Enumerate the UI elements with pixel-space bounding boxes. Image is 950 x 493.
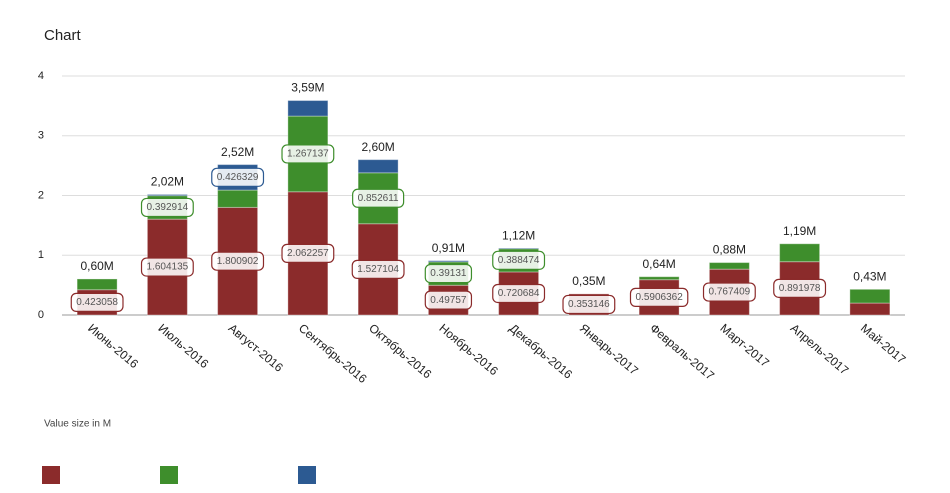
y-tick-label: 1 (38, 249, 44, 261)
value-label-text: 0.852611 (358, 193, 399, 204)
total-label: 3,59M (291, 81, 324, 95)
value-label-text: 0.426329 (217, 172, 259, 183)
total-label: 0,35M (572, 274, 605, 288)
x-tick-label: Декабрь-2016 (507, 321, 576, 382)
chart-title: Chart (44, 27, 82, 44)
bar-segment (708, 262, 750, 270)
value-label: 0.891978 (773, 278, 827, 298)
x-tick-label: Апрель-2017 (788, 321, 852, 378)
x-tick-label: Июль-2016 (155, 321, 211, 371)
value-label-box (70, 292, 124, 312)
x-tick-label: Ноябрь-2016 (436, 321, 501, 378)
total-label: 1,12M (502, 228, 535, 242)
value-label-box (281, 144, 335, 164)
value-label-text: 0.388474 (498, 255, 540, 266)
x-tick-label: Октябрь-2016 (366, 321, 434, 382)
bar-segment (779, 243, 821, 263)
y-tick-label: 3 (38, 130, 44, 142)
note: Value size in M (44, 419, 111, 430)
value-label-box (140, 257, 194, 277)
value-label-text: 1.604135 (147, 262, 189, 273)
y-tick-label: 4 (38, 70, 44, 82)
value-label-text: 0.353146 (568, 299, 610, 310)
value-label: 0.392914 (140, 197, 194, 218)
legend-swatch (298, 466, 316, 484)
value-label-box (424, 290, 473, 310)
value-label-box (773, 278, 827, 298)
value-label-box (351, 259, 405, 279)
value-label-text: 1.267137 (287, 149, 329, 160)
value-label-box (629, 287, 689, 307)
bar-segment (849, 288, 891, 304)
value-label-text: 1.527104 (357, 264, 399, 275)
value-label-box (702, 282, 756, 302)
total-label: 2,02M (151, 175, 184, 189)
value-label: 0.720684 (492, 283, 546, 304)
total-label: 0,64M (642, 257, 675, 271)
value-label-text: 0.891978 (779, 283, 821, 294)
bar-segment (638, 276, 680, 281)
legend-swatch (42, 466, 60, 484)
value-label: 0.388474 (492, 250, 546, 270)
bar-segment (146, 193, 188, 197)
x-tick-label: Август-2016 (226, 321, 286, 375)
y-tick-label: 2 (38, 189, 44, 201)
value-label-text: 0.5906362 (635, 292, 683, 303)
total-label: 0,43M (853, 269, 886, 283)
value-label: 0.5906362 (629, 287, 689, 307)
value-label-box (352, 188, 405, 208)
bar-segment (357, 159, 399, 174)
bar-segment (217, 189, 259, 208)
value-label-box (211, 251, 265, 271)
total-label: 2,52M (221, 145, 254, 159)
value-label: 1.604135 (140, 257, 194, 277)
value-label-box (424, 263, 473, 284)
legend-swatch (160, 466, 178, 484)
value-label: 0.852611 (352, 188, 405, 208)
x-tick-label: Январь-2017 (577, 321, 641, 378)
y-tick-label: 0 (38, 309, 44, 321)
bar-segment (498, 247, 540, 250)
bar-segment (427, 260, 469, 263)
value-label-text: 2.062257 (287, 248, 329, 259)
value-label: 0.426329 (211, 167, 265, 187)
value-label-box (211, 167, 265, 187)
value-label-box (492, 250, 546, 270)
value-label-text: 0.423058 (76, 297, 118, 308)
total-label: 0,60M (80, 259, 113, 273)
value-label: 0.353146 (562, 294, 616, 315)
value-label-text: 0.39131 (430, 268, 467, 279)
x-tick-label: Февраль-2017 (647, 321, 717, 383)
total-label: 2,60M (361, 140, 394, 154)
value-label: 0.49757 (424, 290, 473, 310)
value-label-box (492, 283, 546, 304)
value-label: 0.767409 (702, 282, 756, 302)
value-label: 1.267137 (281, 144, 335, 164)
x-tick-label: Сентябрь-2016 (296, 321, 370, 386)
value-label-box (140, 197, 194, 218)
bar-segment (287, 100, 329, 117)
value-label-box (562, 294, 616, 315)
total-label: 0,88M (713, 243, 746, 257)
total-label: 1,19M (783, 224, 816, 238)
bar-segment (849, 302, 891, 316)
x-tick-label: Май-2017 (858, 321, 909, 367)
value-label-text: 0.767409 (709, 287, 751, 298)
value-label-text: 1.800902 (217, 256, 259, 267)
value-label: 0.423058 (70, 292, 124, 312)
total-label: 0,91M (432, 241, 465, 255)
value-label: 0.39131 (424, 263, 473, 284)
value-label-text: 0.392914 (147, 202, 189, 213)
x-tick-label: Март-2017 (717, 321, 772, 370)
value-label: 1.800902 (211, 251, 265, 271)
value-label-box (281, 243, 335, 263)
value-label-text: 0.49757 (430, 295, 467, 306)
x-tick-label: Июнь-2016 (85, 321, 141, 371)
bar-segment (76, 278, 118, 291)
value-label: 1.527104 (351, 259, 405, 279)
value-label-text: 0.720684 (498, 288, 540, 299)
value-label: 2.062257 (281, 243, 335, 263)
